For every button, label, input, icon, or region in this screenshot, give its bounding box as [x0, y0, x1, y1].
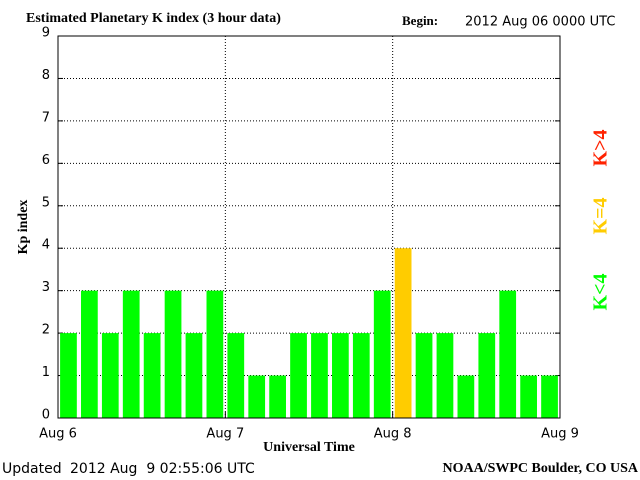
begin-value: 2012 Aug 06 0000 UTC [465, 15, 615, 30]
bar [122, 290, 140, 418]
updated-label: Updated [2, 461, 62, 477]
bar [394, 248, 412, 418]
bar [352, 333, 370, 418]
legend-label: K<4 [590, 274, 612, 311]
bar [311, 333, 328, 418]
x-axis-label: Universal Time [263, 440, 355, 455]
bar [457, 375, 475, 418]
begin-label: Begin: [402, 13, 438, 28]
y-tick-label: 3 [42, 280, 50, 295]
bar [499, 290, 517, 418]
bar [478, 333, 496, 418]
legend-label: K=4 [590, 198, 612, 235]
x-tick-label: Aug 7 [206, 427, 244, 442]
legend-label: K>4 [590, 130, 612, 167]
bar [269, 375, 286, 418]
bar [185, 333, 203, 418]
y-tick-label: 8 [42, 68, 50, 83]
bar [415, 333, 433, 418]
bar [164, 290, 182, 418]
y-tick-label: 7 [42, 110, 50, 125]
x-tick-label: Aug 8 [374, 427, 412, 442]
updated-value: 2012 Aug 9 02:55:06 UTC [70, 461, 255, 477]
y-tick-label: 5 [42, 195, 50, 210]
plot-frame [57, 35, 561, 419]
bar [290, 333, 307, 418]
y-tick-label: 0 [42, 408, 50, 423]
bar [143, 333, 161, 418]
y-tick-label: 6 [42, 153, 50, 168]
bar [332, 333, 349, 418]
y-tick-label: 2 [42, 323, 50, 338]
y-tick-label: 9 [42, 26, 50, 41]
x-tick-label: Aug 9 [541, 427, 579, 442]
bar [436, 333, 454, 418]
bar [60, 333, 77, 418]
bar [101, 333, 119, 418]
x-tick-label: Aug 6 [39, 427, 77, 442]
bar [541, 375, 558, 418]
bar [520, 375, 537, 418]
bar [81, 290, 98, 418]
bar [373, 290, 391, 418]
y-tick-label: 4 [42, 238, 50, 253]
chart-title: Estimated Planetary K index (3 hour data… [26, 11, 281, 26]
bar [206, 290, 224, 418]
bar [248, 375, 266, 418]
y-axis-label: Kp index [16, 200, 31, 255]
source: NOAA/SWPC Boulder, CO USA [442, 461, 638, 476]
y-tick-label: 1 [42, 365, 50, 380]
bar [227, 333, 245, 418]
